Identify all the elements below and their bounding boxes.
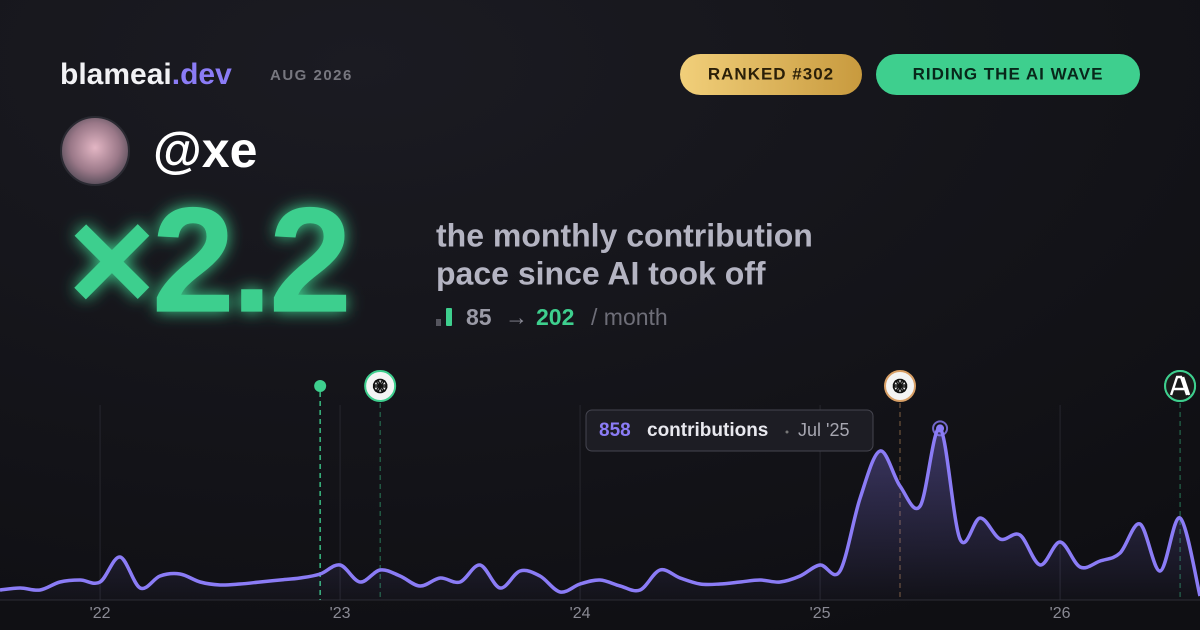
caption: pace since AI took off — [436, 255, 766, 291]
tooltip-label: contributions — [647, 420, 768, 441]
pace-to: 202 — [536, 304, 574, 330]
event-icon-bg — [1164, 370, 1197, 402]
pace-icon — [436, 319, 441, 326]
badge-text: RIDING THE AI WAVE — [913, 64, 1104, 83]
line — [0, 426, 1200, 597]
peak-marker — [932, 420, 949, 437]
multiplier: ×2.2 — [68, 176, 348, 344]
event-icon-glyph — [1169, 375, 1191, 396]
line-area — [0, 428, 1200, 600]
badge-text: RANKED #302 — [708, 64, 834, 83]
peak-marker — [936, 424, 945, 433]
brand-suffix: .dev — [172, 58, 232, 91]
brand-name: blameai — [60, 58, 172, 91]
date: AUG 2026 — [270, 67, 353, 84]
handle: @xe — [153, 122, 257, 178]
pace-arrow: → — [505, 304, 528, 330]
badge — [680, 54, 862, 95]
pace-from: 85 — [466, 304, 492, 330]
badge — [876, 54, 1140, 95]
event-icon-glyph — [895, 378, 908, 388]
tooltip-date: Jul '25 — [798, 420, 849, 440]
event-icon-glyph — [376, 378, 388, 388]
tooltip-value: 858 — [599, 420, 631, 441]
pace-unit: / month — [591, 304, 668, 330]
chart: '22 '23 '24 '25 '26 858 contributions Jul '25 — [0, 370, 1200, 622]
event-dot — [314, 380, 327, 392]
avatar — [60, 116, 130, 186]
caption: the monthly contribution — [436, 217, 813, 253]
x-tick-label: '26 — [1050, 605, 1071, 622]
brand: blameai.dev — [60, 58, 232, 91]
x-tick-label: '23 — [330, 605, 351, 622]
x-tick-label: '25 — [810, 605, 831, 622]
tooltip-sep — [785, 430, 789, 434]
x-tick-label: '22 — [90, 605, 111, 622]
tooltip — [585, 409, 874, 452]
x-tick-label: '24 — [570, 605, 591, 622]
pace-icon — [446, 308, 452, 326]
